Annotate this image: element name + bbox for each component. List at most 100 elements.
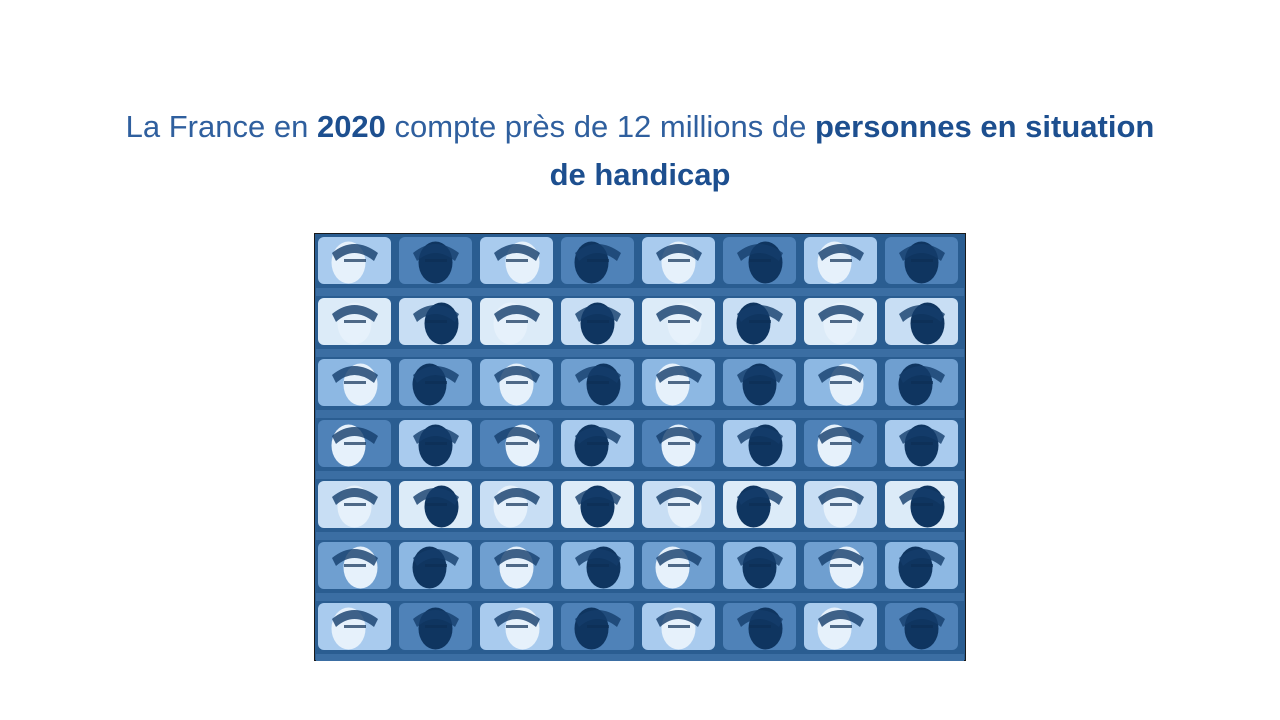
hair [413,610,459,627]
eyes [830,503,852,506]
eyes [506,320,528,323]
eyes [425,442,447,445]
hair [899,366,945,383]
eyes [911,503,933,506]
eyes [506,503,528,506]
hair [413,366,459,383]
eyes [344,564,366,567]
eyes [587,625,609,628]
hair [656,549,702,566]
eyes [830,259,852,262]
hair [332,610,378,627]
eyes [911,442,933,445]
hair [494,610,540,627]
hair [899,610,945,627]
hair [332,305,378,322]
eyes [587,503,609,506]
hair [494,305,540,322]
hair [656,366,702,383]
hair [818,244,864,261]
hair [413,305,459,322]
eyes [587,381,609,384]
eyes [506,442,528,445]
hair [899,427,945,444]
hair [737,610,783,627]
eyes [749,320,771,323]
hair [818,610,864,627]
eyes [344,442,366,445]
eyes [668,625,690,628]
row-band [316,349,964,357]
title-segment: 2020 [316,109,386,144]
title-segment: compte près de 12 millions de [385,109,815,144]
eyes [749,259,771,262]
eyes [911,625,933,628]
eyes [344,625,366,628]
hair [575,610,621,627]
row-band [316,532,964,540]
eyes [668,320,690,323]
eyes [344,503,366,506]
eyes [668,564,690,567]
hair [737,549,783,566]
hair [575,488,621,505]
title-segment: en situation [971,109,1155,144]
row-band [316,471,964,479]
eyes [749,381,771,384]
hair [737,427,783,444]
hair [575,305,621,322]
hair [332,488,378,505]
hair [656,305,702,322]
eyes [668,381,690,384]
eyes [830,320,852,323]
eyes [344,259,366,262]
hair [575,549,621,566]
hair [332,549,378,566]
hair [737,244,783,261]
eyes [749,625,771,628]
eyes [425,381,447,384]
hair [737,488,783,505]
hair [818,549,864,566]
eyes [425,259,447,262]
eyes [506,381,528,384]
eyes [587,564,609,567]
eyes [911,259,933,262]
hair [494,427,540,444]
hair [656,488,702,505]
eyes [425,564,447,567]
row-band [316,410,964,418]
eyes [911,381,933,384]
hair [413,549,459,566]
hair [899,488,945,505]
eyes [668,442,690,445]
eyes [830,381,852,384]
eyes [587,259,609,262]
eyes [668,259,690,262]
hair [737,366,783,383]
hair [332,244,378,261]
row-band [316,654,964,661]
hair [818,305,864,322]
hair [494,244,540,261]
eyes [749,503,771,506]
hair [818,366,864,383]
eyes [587,320,609,323]
eyes [668,503,690,506]
hair [332,366,378,383]
hair [575,366,621,383]
face-tiles [316,237,964,661]
eyes [830,625,852,628]
title-segment: La France en [125,109,317,144]
hair [818,488,864,505]
row-band [316,288,964,296]
eyes [506,259,528,262]
hair [575,244,621,261]
eyes [830,442,852,445]
eyes [344,320,366,323]
eyes [344,381,366,384]
hair [656,244,702,261]
hair [737,305,783,322]
eyes [749,442,771,445]
hair [413,488,459,505]
